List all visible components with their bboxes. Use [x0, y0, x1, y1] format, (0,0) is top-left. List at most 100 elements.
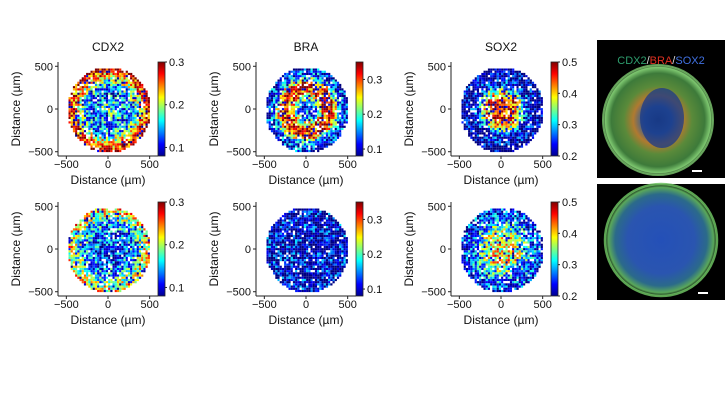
heatmap-cell — [516, 94, 519, 98]
heatmap-cell — [81, 90, 84, 93]
heatmap-cell — [328, 125, 331, 128]
heatmap-cell — [476, 116, 480, 120]
heatmap-cell — [279, 217, 282, 220]
heatmap-cell — [143, 103, 146, 106]
heatmap-cell — [77, 121, 80, 124]
heatmap-cell — [270, 226, 274, 229]
heatmap-cell — [325, 110, 329, 113]
heatmap-cell — [114, 276, 117, 279]
heatmap-cell — [90, 127, 93, 131]
heatmap-cell — [290, 138, 293, 142]
heatmap-cell — [75, 110, 78, 113]
heatmap-cell — [281, 79, 285, 82]
heatmap-cell — [121, 223, 124, 227]
heatmap-cell — [295, 212, 298, 216]
heatmap-cell — [268, 119, 271, 122]
heatmap-cell — [284, 221, 287, 224]
heatmap-cell — [503, 81, 506, 84]
heatmap-cell — [476, 134, 480, 137]
heatmap-cell — [123, 112, 126, 115]
heatmap-cell — [105, 136, 109, 139]
heatmap-cell — [481, 77, 484, 80]
heatmap-cell — [108, 217, 111, 220]
heatmap-cell — [94, 136, 98, 139]
heatmap-cell — [88, 232, 91, 235]
heatmap-cell — [83, 248, 87, 251]
heatmap-cell — [92, 230, 95, 233]
heatmap-cell — [143, 265, 146, 268]
heatmap-cell — [83, 88, 87, 91]
heatmap-cell — [130, 81, 133, 84]
heatmap-cell — [101, 217, 104, 220]
heatmap-cell — [461, 112, 464, 115]
heatmap-cell — [529, 79, 532, 82]
heatmap-cell — [99, 143, 102, 146]
heatmap-cell — [103, 281, 106, 284]
heatmap-cell — [494, 147, 497, 150]
heatmap-cell — [512, 70, 515, 73]
heatmap-cell — [114, 270, 117, 273]
heatmap-cell — [99, 267, 102, 271]
heatmap-cell — [468, 123, 471, 126]
y-tick-label: 500 — [35, 61, 53, 73]
heatmap-cell — [341, 92, 344, 95]
heatmap-cell — [90, 125, 93, 128]
heatmap-cell — [301, 112, 304, 115]
heatmap-cell — [141, 127, 144, 131]
heatmap-cell — [81, 130, 84, 133]
heatmap-cell — [518, 86, 521, 89]
heatmap-cell — [99, 94, 102, 98]
heatmap-cell — [314, 88, 318, 91]
heatmap-cell — [520, 112, 524, 115]
heatmap-cell — [332, 134, 335, 137]
heatmap-cell — [479, 123, 482, 126]
heatmap-cell — [88, 256, 91, 260]
heatmap-cell — [479, 94, 482, 98]
heatmap-cell — [90, 239, 93, 242]
heatmap-cell — [487, 101, 491, 104]
heatmap-cell — [101, 101, 104, 104]
heatmap-cell — [90, 70, 93, 73]
heatmap-cell — [472, 83, 475, 87]
heatmap-cell — [297, 94, 300, 98]
heatmap-cell — [275, 232, 278, 235]
heatmap-cell — [141, 267, 144, 271]
heatmap-cell — [103, 289, 106, 293]
heatmap-cell — [476, 97, 480, 100]
heatmap-cell — [308, 134, 311, 137]
heatmap-cell — [81, 136, 84, 139]
heatmap-cell — [79, 116, 82, 120]
heatmap-cell — [110, 134, 113, 137]
heatmap-cell — [288, 119, 291, 122]
heatmap-cell — [498, 99, 502, 102]
heatmap-cell — [295, 68, 298, 71]
heatmap-cell — [286, 99, 289, 102]
heatmap-cell — [70, 105, 73, 109]
heatmap-cell — [314, 92, 318, 95]
heatmap-cell — [330, 125, 333, 128]
heatmap-cell — [496, 77, 499, 80]
heatmap-cell — [297, 223, 300, 227]
heatmap-cell — [105, 241, 109, 244]
heatmap-cell — [286, 230, 289, 233]
heatmap-cell — [474, 86, 477, 89]
heatmap-cell — [509, 125, 513, 128]
heatmap-cell — [540, 99, 543, 102]
heatmap-cell — [138, 134, 142, 137]
heatmap-cell — [498, 101, 502, 104]
heatmap-cell — [143, 92, 146, 95]
heatmap-cell — [534, 132, 537, 135]
heatmap-cell — [531, 123, 535, 126]
heatmap-cell — [103, 132, 106, 135]
heatmap-cell — [288, 228, 291, 231]
heatmap-cell — [123, 219, 126, 222]
heatmap-cell — [314, 90, 318, 93]
heatmap-cell — [334, 138, 337, 142]
heatmap-cell — [514, 125, 517, 128]
heatmap-cell — [105, 230, 109, 233]
heatmap-cell — [108, 289, 111, 293]
heatmap-cell — [90, 254, 93, 257]
heatmap-cell — [94, 208, 98, 211]
heatmap-cell — [136, 108, 139, 111]
y-axis-label: Distance (µm) — [207, 72, 221, 147]
